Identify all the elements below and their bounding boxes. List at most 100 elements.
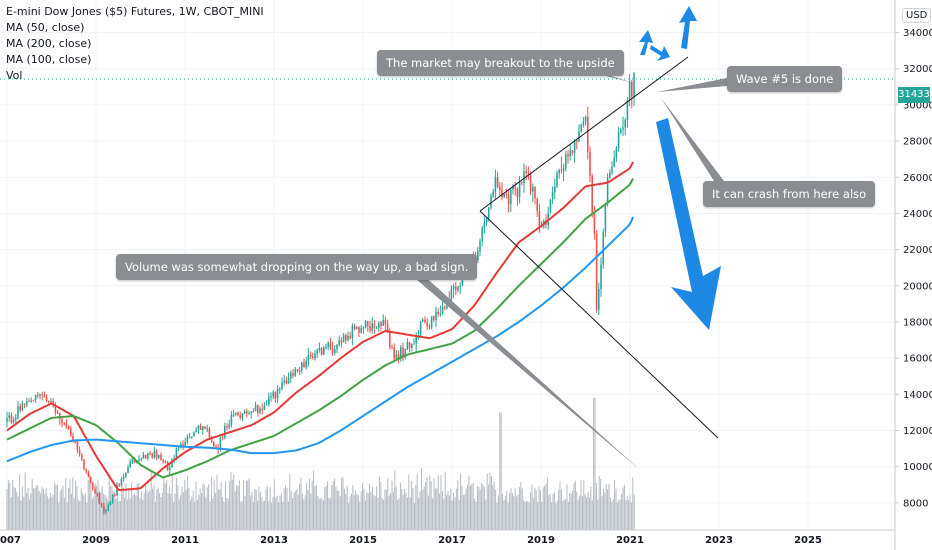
moving-averages: [6, 161, 634, 492]
candle-body: [195, 429, 197, 432]
candle-body: [395, 354, 398, 359]
candle-body: [290, 372, 292, 378]
candle-body: [400, 347, 402, 359]
candle-body: [133, 459, 136, 463]
candle-body: [241, 413, 244, 419]
legend-vol[interactable]: Vol: [6, 69, 23, 82]
candle-body: [41, 394, 43, 396]
candle-body: [389, 332, 391, 348]
candle-body: [433, 316, 435, 320]
candle-body: [116, 484, 118, 496]
candle-body: [109, 501, 112, 505]
candle-body: [213, 442, 215, 447]
candle-body: [452, 286, 455, 289]
candle-body: [140, 458, 142, 460]
candle-body: [158, 454, 160, 459]
candle-body: [378, 322, 380, 328]
candle-body: [496, 177, 499, 187]
candle-body: [426, 322, 428, 327]
y-tick-label: 12000: [903, 426, 932, 437]
candle-body: [631, 81, 633, 97]
candle-body: [430, 316, 433, 328]
candle-body: [538, 211, 541, 228]
candle-body: [488, 207, 490, 219]
candle-body: [628, 81, 631, 101]
candle-body: [19, 406, 21, 411]
candle-body: [23, 403, 26, 405]
candle-body: [188, 436, 191, 438]
x-tick-label: 2011: [171, 535, 199, 546]
candle-body: [312, 356, 314, 359]
candle-body: [507, 194, 510, 204]
candle-body: [10, 415, 13, 423]
candle-body: [305, 360, 307, 368]
y-tick-label: 22000: [903, 245, 932, 256]
legend-ma50[interactable]: MA (50, close): [6, 21, 85, 34]
candle-body: [125, 472, 127, 477]
candle-body: [571, 150, 574, 153]
candle-body: [362, 327, 365, 329]
candle-body: [131, 459, 134, 463]
candle-body: [34, 395, 37, 401]
candle-body: [287, 377, 290, 384]
candle-body: [204, 426, 206, 430]
candle-body: [340, 340, 343, 343]
candle-body: [120, 478, 123, 486]
legend-ma100[interactable]: MA (100, close): [6, 53, 92, 66]
candle-body: [257, 405, 259, 414]
candle-body: [316, 350, 318, 354]
last-price-badge: 31433: [898, 87, 930, 103]
candle-body: [171, 459, 173, 468]
candle-body: [221, 437, 224, 439]
candle-body: [235, 412, 237, 415]
candle-body: [39, 394, 41, 396]
candle-body: [510, 189, 512, 204]
candle-body: [382, 319, 384, 326]
candle-body: [408, 342, 411, 348]
candle-body: [485, 218, 488, 223]
legend-ma200[interactable]: MA (200, close): [6, 37, 92, 50]
candle-body: [573, 140, 576, 153]
candle-body: [281, 382, 283, 389]
candle-body: [604, 204, 607, 233]
x-tick-label: 2025: [794, 535, 822, 546]
candle-body: [28, 401, 30, 403]
candle-body: [276, 389, 279, 399]
candle-body: [197, 425, 200, 430]
candle-body: [547, 212, 549, 225]
up-arrow-3: [679, 6, 697, 49]
candle-body: [562, 168, 565, 171]
candle-body: [127, 467, 129, 473]
candle-body: [617, 132, 620, 148]
candle-body: [529, 173, 532, 192]
candle-body: [345, 335, 347, 341]
candle-body: [50, 400, 52, 402]
candle-body: [457, 286, 459, 291]
candle-body: [369, 325, 371, 331]
candle-body: [624, 119, 626, 128]
candle-body: [48, 400, 50, 402]
candle-body: [103, 506, 105, 512]
candle-body: [551, 192, 554, 200]
candle-body: [386, 324, 389, 333]
candle-body: [67, 426, 70, 429]
candle-body: [503, 193, 505, 198]
candle-body: [94, 488, 96, 494]
candle-body: [250, 411, 252, 414]
currency-label[interactable]: USD: [902, 8, 932, 23]
candle-body: [261, 408, 263, 411]
candle-body: [481, 227, 483, 242]
candle-body: [149, 453, 151, 455]
candle-body: [191, 436, 193, 438]
y-tick-label: 30000: [903, 100, 932, 111]
candle-body: [358, 326, 360, 333]
candle-body: [246, 411, 248, 414]
candle-body: [166, 462, 169, 471]
candle-body: [279, 388, 281, 390]
up-arrow-1: [639, 30, 653, 55]
candle-body: [169, 467, 171, 471]
candle-body: [329, 342, 332, 349]
candle-body: [384, 319, 387, 325]
candle-body: [532, 186, 534, 192]
candle-body: [8, 415, 10, 418]
